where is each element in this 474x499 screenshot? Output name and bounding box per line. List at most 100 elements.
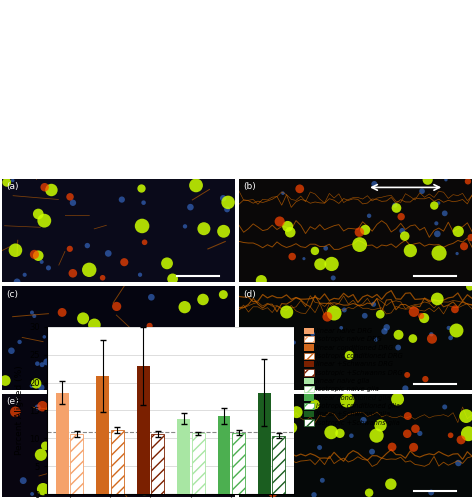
Point — [447, 334, 455, 342]
Point — [118, 470, 125, 478]
Point — [52, 423, 59, 431]
Point — [30, 312, 38, 320]
Point — [257, 276, 265, 284]
Point — [224, 457, 232, 465]
Point — [288, 252, 296, 260]
Point — [328, 260, 336, 268]
Point — [38, 361, 46, 369]
Point — [365, 212, 373, 220]
Point — [11, 408, 19, 416]
Point — [47, 186, 55, 194]
Point — [224, 199, 232, 207]
Point — [394, 343, 402, 351]
Point — [91, 321, 98, 329]
Point — [66, 193, 74, 201]
Point — [54, 348, 62, 356]
Point — [221, 480, 228, 488]
Point — [447, 431, 455, 439]
Point — [42, 442, 49, 450]
Bar — [218, 416, 230, 494]
Point — [160, 405, 168, 413]
Point — [410, 443, 418, 451]
Point — [91, 411, 98, 419]
Point — [118, 382, 126, 390]
Point — [329, 274, 337, 282]
Point — [279, 189, 287, 197]
Point — [309, 330, 317, 338]
Point — [21, 271, 28, 279]
Point — [416, 430, 424, 438]
Bar — [191, 433, 205, 494]
Bar — [71, 434, 83, 494]
Point — [395, 331, 402, 339]
Point — [39, 485, 47, 493]
Point — [383, 323, 391, 331]
Point — [260, 368, 267, 376]
Point — [16, 338, 23, 346]
Point — [49, 405, 57, 413]
Point — [34, 360, 41, 368]
Bar — [273, 436, 285, 494]
Point — [361, 226, 369, 234]
Point — [387, 480, 395, 488]
Point — [236, 330, 243, 338]
Point — [322, 245, 329, 252]
Point — [66, 245, 73, 253]
Point — [219, 290, 227, 298]
Point — [284, 426, 292, 434]
Point — [399, 227, 406, 235]
Point — [69, 199, 77, 207]
Point — [181, 223, 189, 231]
Point — [310, 491, 318, 499]
Point — [457, 436, 465, 444]
Bar — [258, 393, 271, 494]
Point — [28, 490, 36, 498]
Point — [147, 293, 155, 301]
Bar — [56, 393, 69, 494]
Point — [368, 448, 376, 456]
Point — [227, 364, 234, 372]
Point — [118, 196, 126, 204]
Text: (c): (c) — [7, 289, 18, 298]
Point — [279, 347, 286, 355]
Point — [428, 335, 436, 343]
Text: (d): (d) — [244, 289, 256, 298]
Point — [435, 249, 443, 257]
Point — [420, 314, 428, 322]
Point — [90, 364, 97, 372]
Text: (b): (b) — [244, 182, 256, 191]
Point — [109, 339, 116, 347]
Point — [140, 485, 147, 493]
Point — [377, 422, 384, 430]
Point — [113, 302, 120, 310]
Point — [199, 459, 207, 467]
Point — [205, 408, 213, 416]
Point — [428, 489, 435, 497]
Point — [347, 432, 355, 440]
Point — [283, 308, 291, 316]
Point — [192, 182, 200, 190]
Point — [19, 477, 27, 485]
Point — [230, 466, 237, 474]
Point — [120, 258, 128, 266]
Point — [418, 312, 425, 320]
Point — [146, 322, 154, 330]
Text: (e): (e) — [7, 397, 19, 406]
Point — [220, 227, 228, 235]
Point — [397, 213, 405, 221]
Point — [140, 199, 147, 207]
Point — [433, 220, 440, 228]
Point — [123, 423, 131, 431]
Point — [214, 435, 222, 443]
Point — [38, 258, 46, 266]
Point — [445, 324, 453, 332]
Point — [255, 379, 263, 387]
Point — [293, 408, 301, 416]
Point — [403, 430, 411, 438]
Point — [79, 331, 86, 339]
Point — [409, 334, 417, 342]
Point — [267, 362, 275, 370]
Point — [45, 264, 52, 272]
Point — [187, 203, 194, 211]
Point — [209, 334, 217, 342]
